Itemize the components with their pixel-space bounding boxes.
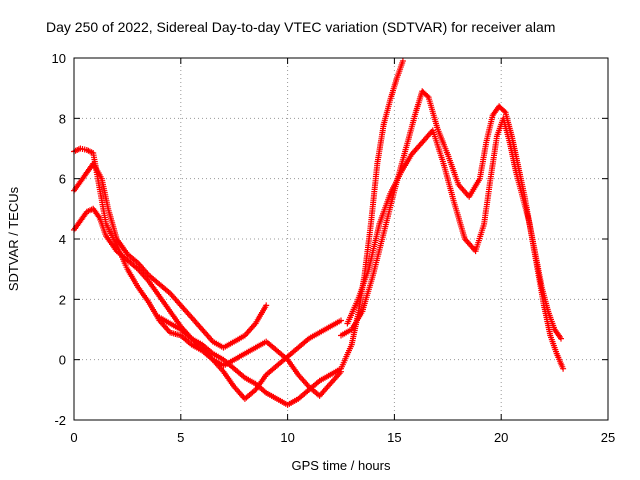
x-axis-label: GPS time / hours	[292, 458, 391, 473]
ticks: 0 5 10 15 20 25 -2 0 2 4 6 8 10	[52, 51, 616, 445]
y-tick-label: 4	[59, 232, 66, 247]
y-tick-label: 6	[59, 172, 66, 187]
x-tick-label: 5	[177, 430, 184, 445]
chart-title: Day 250 of 2022, Sidereal Day-to-day VTE…	[46, 19, 555, 35]
data-points-track-f	[344, 115, 564, 342]
data-points-track-d	[156, 58, 406, 408]
y-tick-label: 8	[59, 111, 66, 126]
series-track-d	[156, 58, 406, 408]
y-tick-label: 2	[59, 292, 66, 307]
y-tick-label: -2	[54, 413, 66, 428]
y-axis-label: SDTVAR / TECUs	[6, 186, 21, 291]
y-tick-label: 10	[52, 51, 66, 66]
x-tick-label: 25	[601, 430, 615, 445]
series-track-f	[344, 115, 564, 342]
x-tick-label: 10	[280, 430, 294, 445]
x-tick-label: 0	[70, 430, 77, 445]
y-tick-label: 0	[59, 353, 66, 368]
x-tick-label: 20	[494, 430, 508, 445]
x-tick-label: 15	[387, 430, 401, 445]
plot-area	[71, 58, 567, 408]
